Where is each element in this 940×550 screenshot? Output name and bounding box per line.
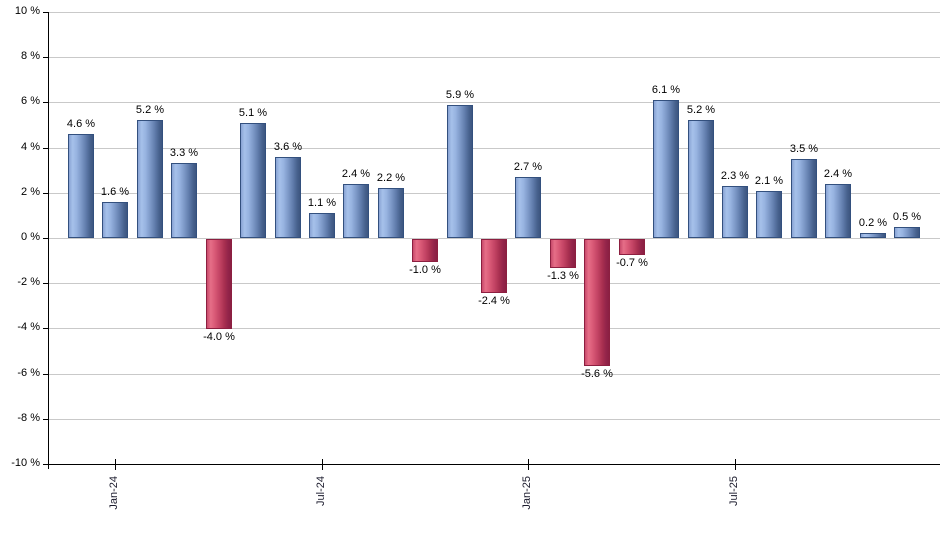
- gridline--6: [48, 374, 940, 375]
- gridline-0: [48, 238, 940, 239]
- y-axis-label: 4 %: [21, 141, 40, 153]
- bar-value-label: 2.7 %: [513, 161, 543, 173]
- y-axis-label: -8 %: [17, 412, 40, 424]
- y-axis-label: 6 %: [21, 95, 40, 107]
- bar-value-label: 1.1 %: [307, 197, 337, 209]
- x-axis-label-text: Jan-24: [108, 476, 120, 510]
- y-axis-label: 8 %: [21, 50, 40, 62]
- bar-value-label: -0.7 %: [616, 257, 648, 269]
- bar: [102, 202, 128, 238]
- y-axis-label: 0 %: [21, 231, 40, 243]
- x-axis-line: [48, 464, 940, 465]
- bar-value-label: 5.2 %: [686, 104, 716, 116]
- y-axis-tick: [43, 193, 48, 194]
- bar: [275, 157, 301, 238]
- y-axis-tick: [43, 148, 48, 149]
- bar-value-label: -5.6 %: [581, 368, 613, 380]
- bar-value-label: 5.2 %: [135, 104, 165, 116]
- bar-value-label: 2.2 %: [376, 172, 406, 184]
- bar: [481, 239, 507, 293]
- y-axis-tick: [43, 238, 48, 239]
- bar: [722, 186, 748, 238]
- bar-value-label: 1.6 %: [100, 186, 130, 198]
- bar-value-label: 6.1 %: [651, 84, 681, 96]
- y-axis-label: -2 %: [17, 276, 40, 288]
- bar: [619, 239, 645, 255]
- y-axis-tick: [43, 419, 48, 420]
- x-axis-tick: [115, 459, 116, 470]
- bar-value-label: 0.5 %: [892, 211, 922, 223]
- x-axis-label-text: Jul-24: [315, 476, 327, 506]
- x-axis-tick: [322, 459, 323, 470]
- y-axis-tick: [43, 57, 48, 58]
- x-axis-tick: [528, 459, 529, 470]
- y-axis-tick: [43, 328, 48, 329]
- bar: [756, 191, 782, 238]
- bar-value-label: -2.4 %: [478, 295, 510, 307]
- bar-value-label: 0.2 %: [858, 217, 888, 229]
- bar-value-label: 2.3 %: [720, 170, 750, 182]
- y-axis-tick: [43, 102, 48, 103]
- x-axis-label-text: Jul-25: [728, 476, 740, 506]
- y-axis-tick: [43, 374, 48, 375]
- gridline--8: [48, 419, 940, 420]
- bar-value-label: 2.4 %: [823, 168, 853, 180]
- bar: [412, 239, 438, 262]
- bar-value-label: -1.3 %: [547, 270, 579, 282]
- y-axis-tick: [43, 12, 48, 13]
- bar: [550, 239, 576, 268]
- bar-value-label: -4.0 %: [203, 331, 235, 343]
- y-axis-tick: [43, 283, 48, 284]
- gridline-4: [48, 148, 940, 149]
- bar: [860, 233, 886, 238]
- bar-value-label: 5.9 %: [445, 89, 475, 101]
- gridline-10: [48, 12, 940, 13]
- y-axis-label: 2 %: [21, 186, 40, 198]
- bar: [343, 184, 369, 238]
- bar: [240, 123, 266, 238]
- bar-value-label: 5.1 %: [238, 107, 268, 119]
- bar-value-label: 4.6 %: [66, 118, 96, 130]
- bar-value-label: 2.4 %: [341, 168, 371, 180]
- bar-value-label: 3.6 %: [273, 141, 303, 153]
- gridline-8: [48, 57, 940, 58]
- y-axis-label: -10 %: [11, 457, 40, 469]
- bar-value-label: 3.5 %: [789, 143, 819, 155]
- bar: [825, 184, 851, 238]
- gridline--4: [48, 328, 940, 329]
- bar-value-label: -1.0 %: [409, 264, 441, 276]
- bar: [584, 239, 610, 366]
- bar: [68, 134, 94, 238]
- x-axis-tick: [735, 459, 736, 470]
- bar: [309, 213, 335, 238]
- x-axis-label-text: Jan-25: [521, 476, 533, 510]
- y-axis-label: 10 %: [14, 5, 40, 17]
- y-axis-label: -4 %: [17, 321, 40, 333]
- bar: [688, 120, 714, 238]
- bar-value-label: 3.3 %: [169, 147, 199, 159]
- bar: [515, 177, 541, 238]
- bar: [791, 159, 817, 238]
- bar-value-label: 2.1 %: [754, 175, 784, 187]
- gridline-6: [48, 102, 940, 103]
- bar: [653, 100, 679, 238]
- bar: [894, 227, 920, 238]
- y-axis-tick: [43, 464, 48, 465]
- bar: [171, 163, 197, 238]
- y-axis-label: -6 %: [17, 367, 40, 379]
- y-axis-line: [48, 12, 49, 469]
- bar: [378, 188, 404, 238]
- bar: [137, 120, 163, 238]
- bar: [447, 105, 473, 238]
- bar: [206, 239, 232, 329]
- gridline-2: [48, 193, 940, 194]
